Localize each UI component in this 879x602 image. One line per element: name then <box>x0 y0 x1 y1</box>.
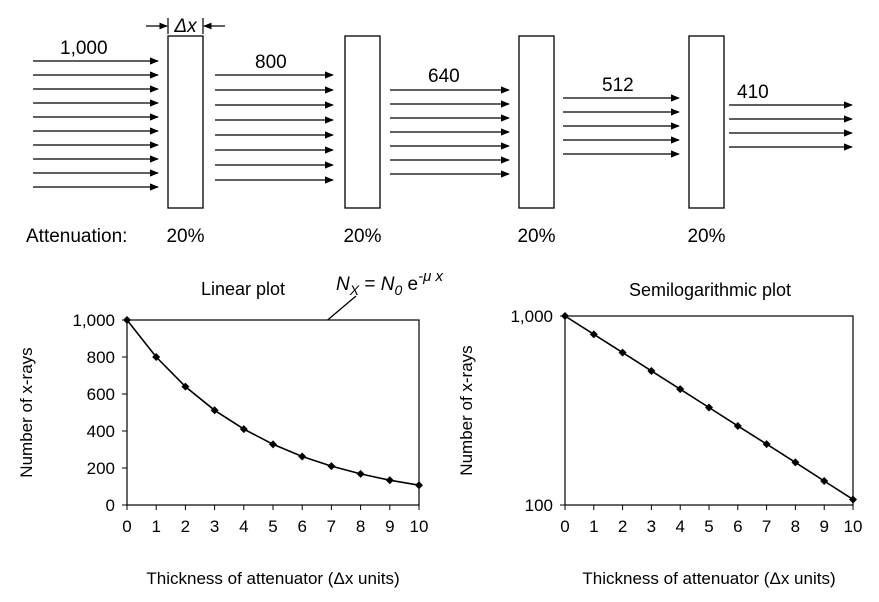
attenuation-label: Attenuation: <box>26 226 127 247</box>
linear-plot: Linear plot 0 1 2 3 4 5 6 7 8 9 10 0 200 400 600 800 1,00… <box>17 279 428 588</box>
data-point <box>561 312 569 320</box>
data-point <box>618 348 627 357</box>
data-point <box>791 458 800 467</box>
slab-3-attenuation: 20% <box>687 226 725 247</box>
formula-equals: = <box>359 274 381 295</box>
y-axis-title: Number of x-rays <box>17 347 36 477</box>
data-point <box>820 476 829 485</box>
x-tick-label: 5 <box>268 517 277 536</box>
x-tick-label: 8 <box>356 517 365 536</box>
slab-1-attenuation: 20% <box>343 226 381 247</box>
y-tick-label: 1,000 <box>72 311 115 330</box>
y-tick-label: 1,000 <box>510 307 553 326</box>
formula-e: e <box>402 274 418 295</box>
beam-4-count: 410 <box>737 82 769 103</box>
data-point <box>415 481 423 490</box>
y-tick-label: 600 <box>87 385 115 404</box>
attenuator-slab-1 <box>344 35 381 209</box>
data-point <box>152 353 161 361</box>
svg-text:NX = N0 e-μ x: NX = N0 e-μ x <box>336 268 444 298</box>
attenuation-labels: 20% 20% 20% 20% <box>166 226 725 247</box>
data-point <box>123 316 131 324</box>
plot-area <box>126 319 420 506</box>
y-tick-label: 100 <box>525 496 553 515</box>
x-tick-label: 8 <box>791 517 800 536</box>
x-tick-label: 7 <box>327 517 336 536</box>
x-axis-title: Thickness of attenuator (Δx units) <box>146 569 399 588</box>
formula-nx-sub: X <box>349 282 360 298</box>
semilog-plot: Semilogarithmic plot 0 1 2 3 4 5 6 7 8 9 10 100 1,000… <box>457 280 862 588</box>
beam-rays <box>33 57 853 191</box>
beam-3-count: 512 <box>602 75 634 96</box>
delta-x-marker: Δx <box>146 16 225 37</box>
beam-count-labels: 1,000 800 640 512 410 <box>60 38 769 103</box>
x-tick-label: 7 <box>762 517 771 536</box>
attenuator-slab-2 <box>518 35 555 209</box>
data-point <box>676 385 685 394</box>
x-tick-label: 10 <box>844 517 863 536</box>
x-tick-label: 6 <box>297 517 306 536</box>
x-tick-label: 10 <box>410 517 429 536</box>
formula-exponent: -μ x <box>418 268 443 285</box>
data-point <box>210 406 219 415</box>
x-tick-label: 9 <box>819 517 828 536</box>
data-point <box>239 425 248 434</box>
beam-1-count: 800 <box>255 52 287 73</box>
x-tick-label: 4 <box>675 517 684 536</box>
data-point <box>385 476 394 485</box>
x-tick-label: 5 <box>704 517 713 536</box>
data-point <box>762 440 771 449</box>
x-tick-label: 2 <box>618 517 627 536</box>
x-tick-label: 1 <box>151 517 160 536</box>
x-tick-label: 6 <box>733 517 742 536</box>
chart-title: Linear plot <box>201 279 285 299</box>
x-tick-label: 3 <box>647 517 656 536</box>
data-point <box>181 382 190 391</box>
y-tick-label: 200 <box>87 459 115 478</box>
attenuator-slab-0 <box>167 35 204 209</box>
slab-0-attenuation: 20% <box>166 226 204 247</box>
data-point <box>705 403 713 412</box>
x-tick-label: 9 <box>385 517 394 536</box>
data-point <box>269 440 277 449</box>
attenuator-slabs <box>167 35 725 209</box>
y-tick-label: 800 <box>87 348 115 367</box>
x-tick-label: 1 <box>589 517 598 536</box>
y-tick-label: 0 <box>106 496 115 515</box>
x-tick-label: 4 <box>239 517 248 536</box>
beam-2-count: 640 <box>428 66 460 87</box>
x-tick-label: 0 <box>560 517 569 536</box>
x-tick-label: 3 <box>210 517 219 536</box>
beam-0-count: 1,000 <box>60 38 108 59</box>
chart-title: Semilogarithmic plot <box>629 280 791 300</box>
x-axis-title: Thickness of attenuator (Δx units) <box>582 569 835 588</box>
attenuation-diagram: 1,000 800 640 512 410 20% 20% 20% 20% Δx Attenu… <box>26 16 853 247</box>
x-tick-label: 2 <box>181 517 190 536</box>
data-point <box>589 330 598 339</box>
formula-n0-sub: 0 <box>394 282 402 298</box>
delta-x-label: Δx <box>173 16 198 37</box>
formula-n0: N <box>381 274 395 295</box>
x-tick-label: 0 <box>122 517 131 536</box>
data-point <box>356 469 365 478</box>
data-point <box>647 366 656 375</box>
y-axis-title: Number of x-rays <box>457 345 476 475</box>
data-point <box>327 462 336 471</box>
data-point <box>298 452 307 461</box>
attenuator-slab-3 <box>688 35 725 209</box>
y-tick-label: 400 <box>87 422 115 441</box>
slab-2-attenuation: 20% <box>517 226 555 247</box>
data-point <box>849 495 857 504</box>
formula-nx: N <box>336 274 350 295</box>
data-point <box>733 421 742 430</box>
